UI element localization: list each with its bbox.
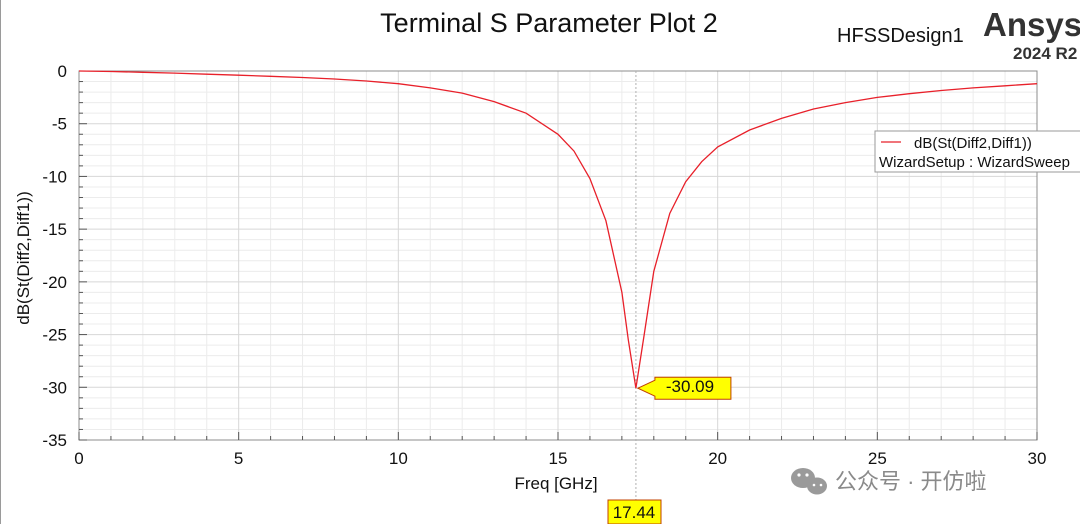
marker-value-flag <box>636 376 732 400</box>
y-tick-labels: 0 -5 -10 -15 -20 -25 -30 -35 <box>42 62 67 450</box>
x-tick-label: 25 <box>868 449 887 468</box>
marker-callout[interactable]: -30.09 <box>636 376 732 400</box>
series-line-dB-St-Diff2-Diff1[interactable] <box>78 70 1038 389</box>
y-tick-label: 0 <box>58 62 67 81</box>
legend-setup-label: WizardSetup : WizardSweep <box>879 154 1070 171</box>
y-tick-label: -15 <box>42 220 67 239</box>
ansys-logo: Ansys <box>983 6 1080 43</box>
x-tick-label: 0 <box>74 449 83 468</box>
y-axis-label: dB(St(Diff2,Diff1)) <box>14 191 33 325</box>
marker-value-label: -30.09 <box>666 377 714 396</box>
watermark: 公众号 · 开仿啦 <box>791 468 987 495</box>
y-tick-label: -10 <box>42 167 67 186</box>
x-axis-label: Freq [GHz] <box>514 474 597 493</box>
wechat-icon <box>791 468 827 495</box>
y-tick-label: -25 <box>42 326 67 345</box>
x-tick-label: 30 <box>1028 449 1047 468</box>
chart-title: Terminal S Parameter Plot 2 <box>380 8 718 38</box>
legend-series-label: dB(St(Diff2,Diff1)) <box>914 135 1032 152</box>
y-tick-label: -5 <box>52 115 67 134</box>
y-tick-label: -35 <box>42 431 67 450</box>
version-label: 2024 R2 <box>1013 44 1077 63</box>
x-tick-label: 15 <box>549 449 568 468</box>
design-name: HFSSDesign1 <box>837 25 964 47</box>
x-tick-label: 10 <box>389 449 408 468</box>
x-tick-labels: 0 5 10 15 20 25 30 <box>74 449 1046 468</box>
axis-ticks <box>78 70 1038 441</box>
marker-x-label: 17.44 <box>613 503 656 522</box>
marker-x-callout[interactable]: 17.44 <box>607 499 662 524</box>
y-tick-label: -20 <box>42 273 67 292</box>
x-tick-label: 5 <box>234 449 243 468</box>
legend-box <box>874 130 1080 173</box>
major-grid <box>78 70 1038 441</box>
marker-x-flag <box>607 499 662 524</box>
legend[interactable]: dB(St(Diff2,Diff1)) WizardSetup : Wizard… <box>874 130 1080 173</box>
x-tick-label: 20 <box>708 449 727 468</box>
y-tick-label: -30 <box>42 378 67 397</box>
watermark-text: 公众号 · 开仿啦 <box>835 469 987 494</box>
